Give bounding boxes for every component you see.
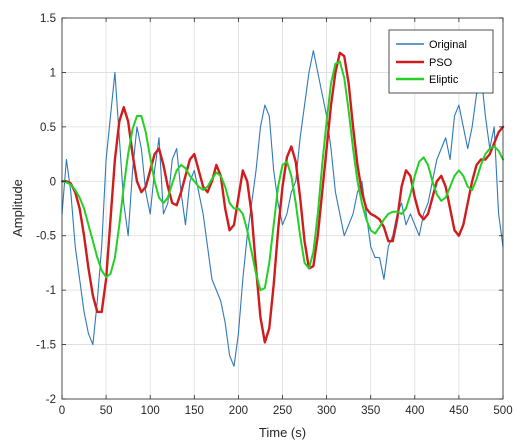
legend-label-pso: PSO — [429, 57, 453, 69]
x-axis-label: Time (s) — [259, 425, 306, 440]
x-tick-label: 500 — [493, 405, 512, 417]
series-line-pso — [60, 51, 505, 344]
y-tick-label: -2 — [46, 394, 56, 406]
x-tick-label: 100 — [141, 405, 160, 417]
x-tick-label: 150 — [185, 405, 204, 417]
x-tick-label: 50 — [100, 405, 113, 417]
x-tick-label: 450 — [449, 405, 468, 417]
y-tick-label: -1.5 — [36, 340, 56, 352]
y-tick-label: 1 — [50, 67, 56, 79]
x-tick-label: 200 — [229, 405, 248, 417]
y-axis-label: Amplitude — [10, 179, 25, 237]
legend-label-eliptic: Eliptic — [429, 74, 459, 86]
y-tick-label: -0.5 — [36, 231, 56, 243]
legend-label-original: Original — [429, 39, 467, 51]
y-tick-label: 0 — [50, 176, 56, 188]
series-line-original — [61, 50, 504, 367]
x-tick-label: 0 — [59, 405, 65, 417]
series-layer — [60, 50, 505, 367]
ticks: 0 50 100 150 200 250 300 350 400 450 500 -2 -1.5 -1 -0… — [36, 13, 512, 417]
x-tick-label: 250 — [273, 405, 292, 417]
y-tick-label: 0.5 — [40, 122, 56, 134]
y-tick-label: -1 — [46, 285, 56, 297]
series-line-eliptic — [61, 60, 504, 292]
x-tick-label: 400 — [405, 405, 424, 417]
y-tick-label: 1.5 — [40, 13, 56, 25]
legend: Original PSO Eliptic — [388, 29, 494, 94]
x-tick-label: 300 — [317, 405, 336, 417]
x-tick-label: 350 — [361, 405, 380, 417]
